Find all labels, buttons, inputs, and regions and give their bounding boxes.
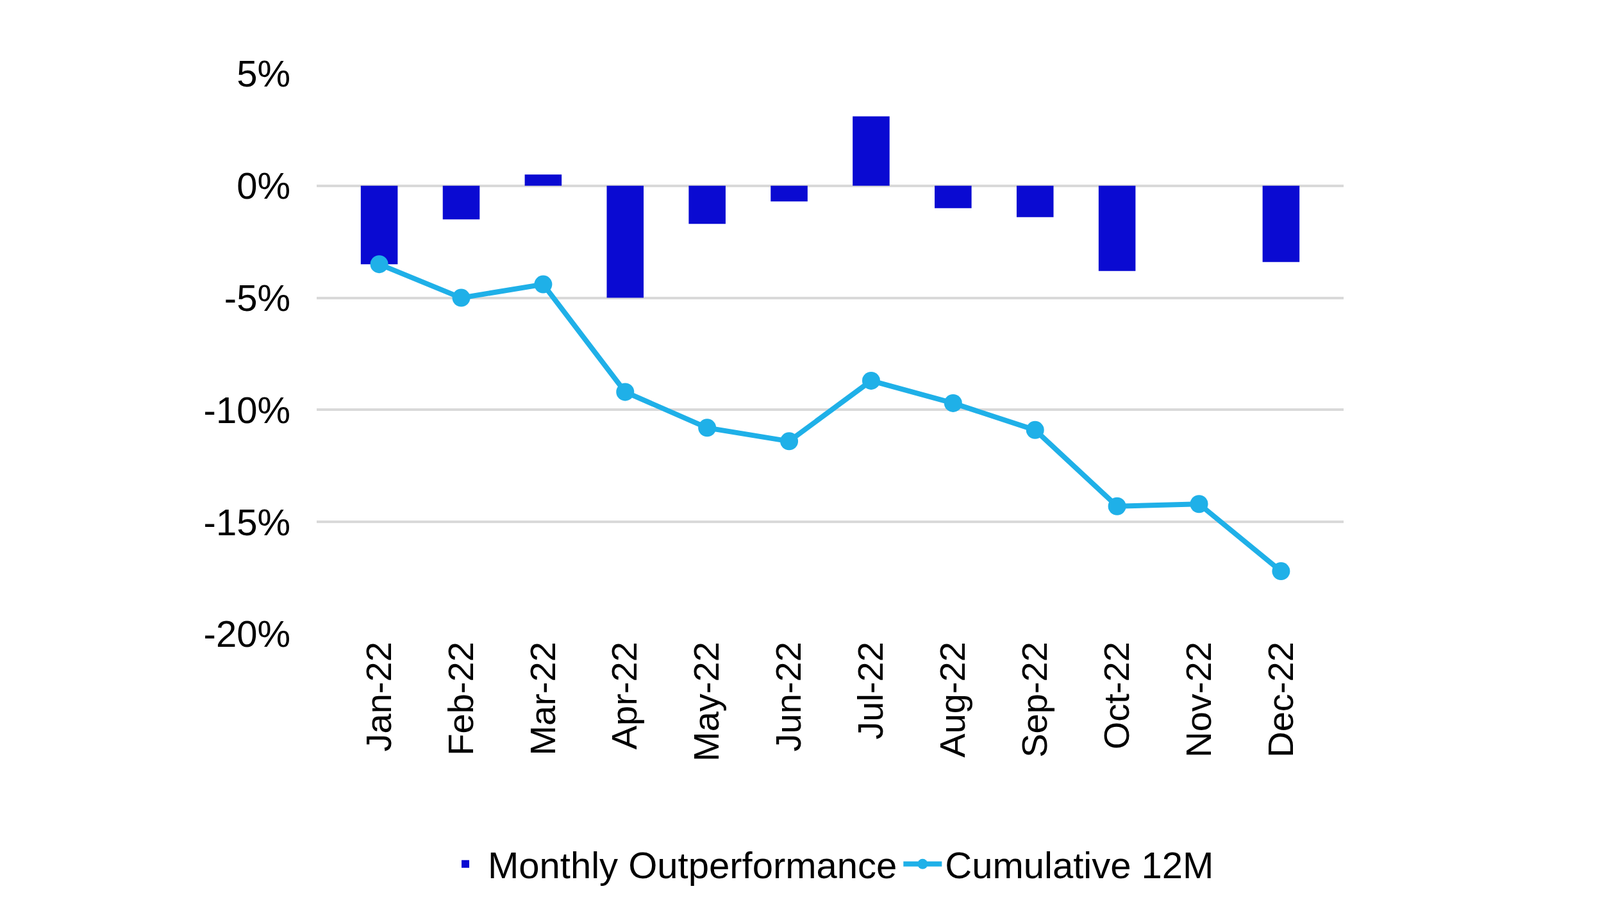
- svg-text:Nov-22: Nov-22: [1178, 641, 1219, 758]
- svg-text:Monthly Outperformance: Monthly Outperformance: [487, 844, 897, 886]
- svg-text:Oct-22: Oct-22: [1096, 641, 1137, 750]
- svg-text:Cumulative 12M: Cumulative 12M: [944, 844, 1214, 886]
- svg-text:Jan-22: Jan-22: [358, 641, 399, 752]
- svg-text:-15%: -15%: [203, 501, 291, 543]
- svg-text:-5%: -5%: [224, 276, 291, 319]
- svg-text:May-22: May-22: [685, 641, 727, 762]
- svg-text:Dec-22: Dec-22: [1260, 641, 1301, 758]
- svg-text:Jun-22: Jun-22: [767, 641, 809, 752]
- svg-text:Mar-22: Mar-22: [522, 641, 563, 756]
- svg-text:5%: 5%: [236, 52, 291, 95]
- svg-text:Feb-22: Feb-22: [440, 641, 481, 756]
- svg-text:Sep-22: Sep-22: [1014, 641, 1055, 758]
- svg-text:Jul-22: Jul-22: [850, 641, 891, 740]
- svg-text:0%: 0%: [236, 164, 291, 207]
- svg-text:-10%: -10%: [203, 389, 291, 431]
- svg-text:Aug-22: Aug-22: [932, 641, 973, 758]
- svg-text:-20%: -20%: [203, 612, 291, 655]
- svg-text:Apr-22: Apr-22: [603, 641, 645, 750]
